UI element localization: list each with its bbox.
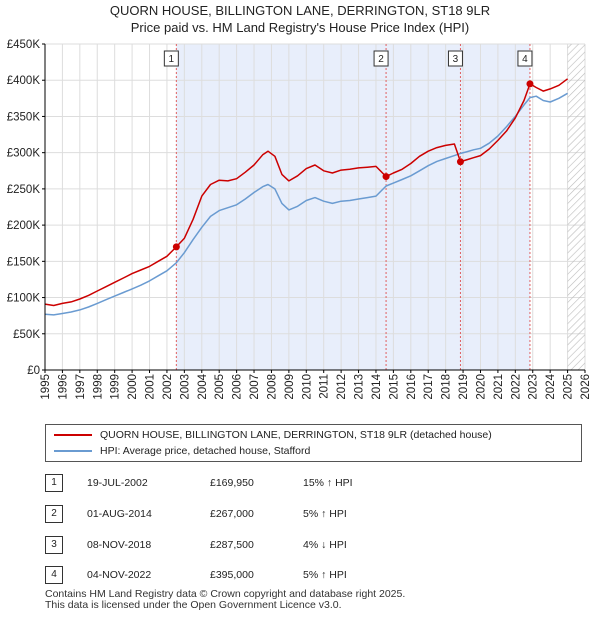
transaction-marker-box [517, 50, 533, 67]
x-tick-label: 2009 [284, 374, 296, 400]
transaction-number: 1 [45, 474, 63, 492]
x-tick-label: 2001 [145, 374, 157, 400]
transaction-number: 3 [45, 536, 63, 554]
x-tick-label: 2000 [127, 374, 139, 400]
transaction-price: £169,950 [210, 477, 254, 489]
x-tick-label: 2013 [354, 374, 366, 400]
transaction-hpi-change: 15% ↑ HPI [303, 477, 353, 489]
x-tick-label: 2021 [493, 374, 505, 400]
x-tick-label: 2022 [510, 374, 522, 400]
footer-attribution: Contains HM Land Registry data © Crown c… [45, 589, 585, 611]
x-tick-label: 2006 [232, 374, 244, 400]
x-tick-label: 2023 [528, 374, 540, 400]
x-tick-label: 2007 [249, 374, 261, 400]
legend-label-hpi: HPI: Average price, detached house, Staf… [100, 445, 311, 457]
x-tick-label: 2018 [441, 374, 453, 400]
x-tick-label: 2017 [423, 374, 435, 400]
x-tick-label: 1998 [92, 374, 104, 400]
transaction-number: 4 [45, 566, 63, 584]
y-tick-label: £200K [7, 220, 41, 232]
footer-licence: This data is licensed under the Open Gov… [45, 599, 342, 611]
y-tick-label: £50K [13, 329, 40, 341]
ownership-band [386, 44, 461, 370]
x-tick-label: 2012 [336, 374, 348, 400]
transaction-date: 04-NOV-2022 [87, 569, 152, 581]
x-tick-label: 2026 [580, 374, 592, 400]
transaction-row: 3 08-NOV-2018 £287,500 4% ↓ HPI [45, 536, 585, 554]
transaction-date: 19-JUL-2002 [87, 477, 148, 489]
transaction-number: 2 [45, 505, 63, 523]
legend-item-property: QUORN HOUSE, BILLINGTON LANE, DERRINGTON… [54, 427, 492, 443]
x-tick-label: 2011 [319, 374, 331, 399]
sale-point [382, 173, 390, 181]
x-tick-label: 2014 [371, 373, 383, 399]
transaction-marker-label: 1 [169, 54, 175, 65]
y-tick-label: £250K [7, 184, 41, 196]
price-chart: £0 £50K £100K £150K £200K £250K £300K £350K £400… [7, 39, 592, 400]
x-tick-label: 2016 [406, 374, 418, 400]
transaction-price: £287,500 [210, 539, 254, 551]
x-tick-label: 2020 [475, 374, 487, 400]
legend-swatch-property [54, 434, 92, 437]
y-tick-label: £100K [7, 293, 41, 305]
x-tick-label: 1999 [110, 374, 122, 400]
y-tick-label: £350K [7, 111, 41, 123]
transaction-hpi-change: 4% ↓ HPI [303, 539, 347, 551]
transaction-row: 4 04-NOV-2022 £395,000 5% ↑ HPI [45, 566, 585, 584]
transaction-marker-box [373, 50, 389, 67]
forecast-hatch [567, 44, 585, 370]
chart-title-address: QUORN HOUSE, BILLINGTON LANE, DERRINGTON… [109, 3, 491, 18]
transaction-date: 01-AUG-2014 [87, 508, 152, 520]
x-tick-label: 2015 [388, 374, 400, 400]
x-tick-label: 2025 [563, 374, 575, 400]
legend-label-property: QUORN HOUSE, BILLINGTON LANE, DERRINGTON… [100, 429, 492, 441]
chart-legend: QUORN HOUSE, BILLINGTON LANE, DERRINGTON… [45, 424, 582, 462]
property-price-line [44, 78, 569, 307]
legend-item-hpi: HPI: Average price, detached house, Staf… [54, 443, 310, 459]
ownership-band [460, 44, 530, 370]
transaction-marker-box [163, 50, 179, 67]
y-tick-label: £400K [7, 75, 41, 87]
sale-point [526, 80, 534, 88]
x-tick-label: 2005 [214, 374, 226, 400]
x-tick-label: 2010 [301, 374, 313, 400]
y-tick-label: £150K [7, 256, 41, 268]
transaction-marker-label: 4 [522, 54, 528, 65]
transaction-hpi-change: 5% ↑ HPI [303, 569, 347, 581]
x-tick-label: 1996 [57, 374, 69, 400]
x-tick-label: 2002 [162, 374, 174, 400]
transaction-hpi-change: 5% ↑ HPI [303, 508, 347, 520]
transaction-price: £395,000 [210, 569, 254, 581]
x-tick-label: 2019 [458, 374, 470, 400]
sale-point [172, 243, 180, 251]
x-tick-label: 1995 [40, 374, 52, 400]
y-tick-label: £300K [7, 148, 41, 160]
transaction-row: 1 19-JUL-2002 £169,950 15% ↑ HPI [45, 474, 585, 492]
x-tick-label: 1997 [75, 374, 87, 400]
chart-subtitle: Price paid vs. HM Land Registry's House … [130, 20, 470, 35]
footer-copyright: Contains HM Land Registry data © Crown c… [45, 588, 406, 600]
y-tick-label: £450K [7, 39, 41, 51]
transaction-date: 08-NOV-2018 [87, 539, 152, 551]
x-tick-label: 2024 [545, 373, 557, 399]
transaction-marker-label: 2 [378, 54, 384, 65]
transaction-row: 2 01-AUG-2014 £267,000 5% ↑ HPI [45, 505, 585, 523]
sale-point [456, 158, 464, 166]
transaction-marker-label: 3 [453, 54, 459, 65]
hpi-line [44, 92, 568, 316]
transaction-marker-box [447, 50, 463, 67]
ownership-band [176, 44, 387, 370]
x-tick-label: 2004 [197, 373, 209, 399]
legend-swatch-hpi [54, 450, 92, 453]
transaction-price: £267,000 [210, 508, 254, 520]
x-tick-label: 2008 [266, 374, 278, 400]
y-tick-label: £0 [27, 365, 40, 377]
x-tick-label: 2003 [179, 374, 191, 400]
